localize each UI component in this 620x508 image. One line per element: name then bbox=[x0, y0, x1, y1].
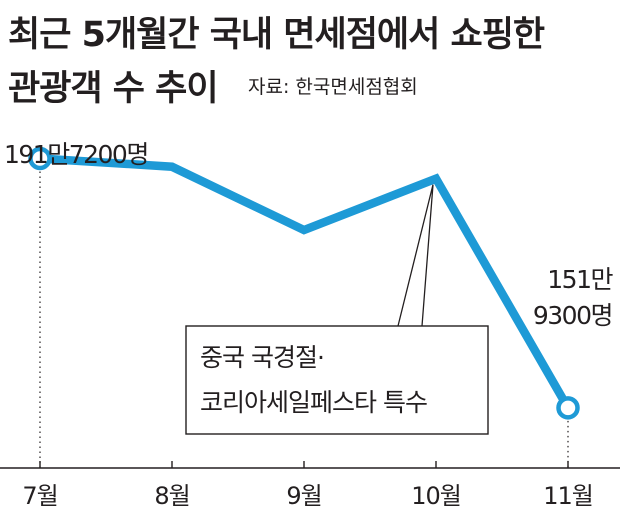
source-note: 자료: 한국면세점협회 bbox=[248, 76, 418, 98]
x-tick-label: 9월 bbox=[286, 482, 321, 508]
data-label: 9300명 bbox=[533, 301, 612, 330]
annotation-pointer bbox=[397, 184, 434, 327]
x-tick-label: 10월 bbox=[411, 482, 461, 508]
annotation-text: 코리아세일페스타 특수 bbox=[200, 388, 427, 417]
series-line bbox=[39, 154, 572, 410]
data-point-marker bbox=[28, 146, 52, 171]
data-label: 151만 bbox=[547, 265, 613, 294]
chart-title-line-1: 최근 5개월간 국내 면세점에서 쇼핑한 bbox=[8, 15, 545, 55]
x-tick-label: 8월 bbox=[154, 482, 189, 508]
x-tick-label: 7월 bbox=[22, 482, 57, 508]
annotation-text: 중국 국경절· bbox=[200, 343, 324, 372]
chart-title-line-2: 관광객 수 추이 bbox=[8, 69, 219, 109]
data-label: 191만7200명 bbox=[4, 140, 148, 169]
data-point-marker bbox=[556, 396, 580, 420]
x-tick-label: 11월 bbox=[543, 482, 593, 508]
annotation-box bbox=[185, 325, 489, 435]
